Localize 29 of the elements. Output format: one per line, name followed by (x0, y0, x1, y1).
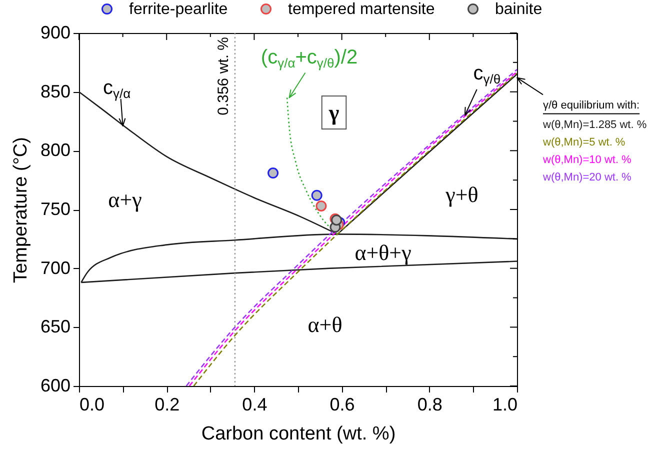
text: w(θ,Mn)=5 wt. % (542, 136, 626, 148)
x-tick-label: 0.6 (330, 394, 355, 414)
annotation: α+θ+γ (354, 240, 412, 265)
x-axis-title: Carbon content (wt. %) (201, 424, 396, 444)
annotation: γ+θ (444, 182, 478, 207)
x-tick-label: 0.8 (417, 394, 442, 414)
text: w(θ,Mn)=1.285 wt. % (542, 119, 647, 131)
legend-label: bainite (495, 1, 542, 18)
x-tick-label: 0.4 (242, 394, 268, 414)
x-tick-label: 0.0 (80, 394, 105, 414)
text: w(θ,Mn)=20 wt. % (542, 172, 632, 184)
y-axis-title: Temperature (°C) (10, 137, 32, 283)
x-tick-label: 0.2 (154, 394, 180, 414)
annotation: γ/θ equilibrium with: (543, 100, 640, 112)
ref-line-label: 0.356 wt. % (214, 37, 232, 116)
y-tick-label: 700 (40, 258, 70, 278)
legend-label: tempered martensite (288, 1, 435, 18)
annotation: α+γ (108, 187, 142, 212)
legend-label: ferrite-pearlite (129, 1, 228, 18)
y-tick-label: 750 (40, 199, 70, 219)
text: w(θ,Mn)=10 wt. % (542, 154, 632, 166)
x-tick-label: 1.0 (492, 394, 518, 414)
annotation: γ (328, 100, 340, 125)
annotation: α+θ (308, 312, 342, 337)
y-tick-label: 900 (40, 22, 70, 42)
y-tick-label: 850 (40, 81, 70, 102)
y-tick-label: 600 (40, 376, 70, 396)
y-tick-label: 650 (40, 316, 70, 337)
y-tick-label: 800 (40, 140, 70, 160)
